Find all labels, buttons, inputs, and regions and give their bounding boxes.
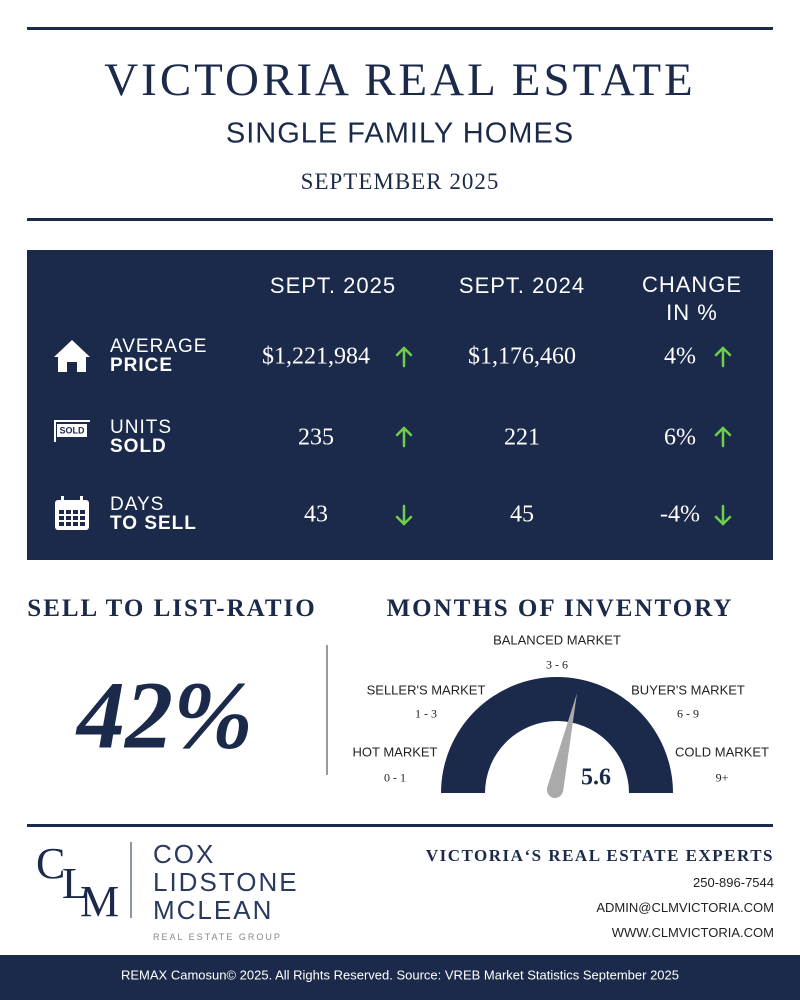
- row-label-top: UNITS: [110, 417, 172, 438]
- change-value: 6%: [664, 424, 696, 451]
- monogram-letter: M: [80, 877, 120, 926]
- stats-panel: [27, 250, 773, 560]
- title: VICTORIA REAL ESTATE: [104, 54, 696, 106]
- house-icon: [54, 340, 90, 372]
- inventory-title: MONTHS OF INVENTORY: [386, 595, 734, 622]
- row-label-bottom: SOLD: [110, 436, 167, 457]
- needle-hub: [547, 782, 563, 798]
- zone-range: 9+: [715, 770, 729, 785]
- inventory-value: 5.6: [581, 764, 611, 791]
- calendar-icon: [55, 496, 89, 530]
- logo-line: COX: [153, 839, 216, 869]
- change-value: 4%: [664, 343, 696, 370]
- trend-arrows: [395, 346, 732, 526]
- current-value: 43: [304, 501, 328, 528]
- zone-range: 0 - 1: [384, 770, 406, 785]
- date: SEPTEMBER 2025: [300, 169, 500, 194]
- logo-name: COX LIDSTONE MCLEAN: [153, 840, 299, 924]
- zone-name: COLD MARKET: [675, 744, 769, 760]
- zone-name: BALANCED MARKET: [493, 632, 621, 648]
- monogram-letter: L: [62, 859, 89, 908]
- column-header: SEPT. 2025: [269, 273, 397, 298]
- subtitle: SINGLE FAMILY HOMES: [225, 117, 575, 150]
- row-label-bottom: PRICE: [110, 355, 174, 376]
- website: WWW.CLMVICTORIA.COM: [611, 925, 774, 940]
- header-rule: [27, 218, 773, 221]
- contact-heading: VICTORIA‘S REAL ESTATE EXPERTS: [425, 846, 774, 865]
- change-value: -4%: [660, 501, 700, 528]
- logo-line: LIDSTONE: [153, 867, 299, 897]
- footer-bar: [0, 955, 800, 1000]
- column-header: SEPT. 2024: [458, 273, 586, 298]
- gauge-needle: [547, 693, 577, 792]
- phone: 250-896-7544: [693, 875, 774, 890]
- logo-line: MCLEAN: [153, 895, 274, 925]
- zone-name: HOT MARKET: [352, 744, 438, 760]
- current-value: $1,221,984: [262, 343, 370, 370]
- zone-name: BUYER'S MARKET: [631, 682, 745, 698]
- email: ADMIN@CLMVICTORIA.COM: [596, 900, 774, 915]
- logo-tagline: REAL ESTATE GROUP: [153, 932, 282, 942]
- footer-rule: [27, 824, 773, 827]
- current-value: 235: [298, 424, 334, 451]
- monogram-letter: C: [36, 839, 66, 888]
- copyright: REMAX Camosun© 2025. All Rights Reserved…: [121, 967, 679, 983]
- previous-value: 45: [510, 501, 534, 528]
- row-label-bottom: TO SELL: [110, 513, 197, 534]
- previous-value: 221: [504, 424, 540, 451]
- row-label-top: AVERAGE: [110, 336, 208, 357]
- zone-name: SELLER'S MARKET: [366, 682, 486, 698]
- top-rule: [27, 27, 773, 30]
- column-header: CHANGE IN %: [641, 272, 743, 325]
- ratio-value: 42%: [77, 661, 253, 769]
- zone-range: 6 - 9: [677, 706, 699, 721]
- zone-range: 3 - 6: [546, 657, 568, 672]
- gauge: [441, 677, 673, 793]
- row-label-top: DAYS: [110, 494, 165, 515]
- zone-range: 1 - 3: [415, 706, 437, 721]
- ratio-title: SELL TO LIST-RATIO: [27, 595, 317, 622]
- sold-sign-text: SOLD: [59, 425, 85, 435]
- sold-sign-icon: SOLD: [54, 420, 90, 442]
- previous-value: $1,176,460: [468, 343, 576, 370]
